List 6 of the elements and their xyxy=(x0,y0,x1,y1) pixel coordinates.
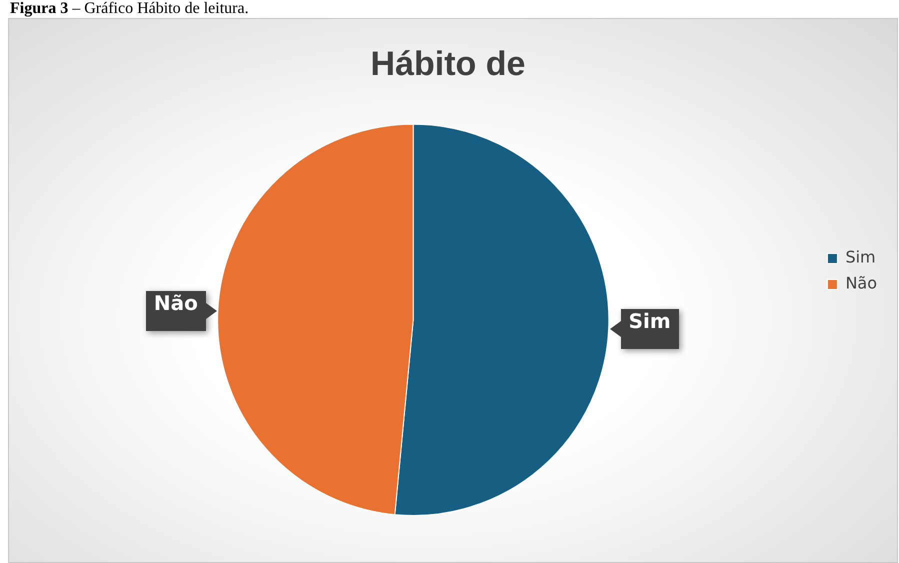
slice-label: Não xyxy=(146,290,206,331)
text: Figura 3 – Gráfico Hábito de leitura. xyxy=(10,0,249,18)
chart-title: Hábito de xyxy=(370,44,526,83)
legend-label: Sim xyxy=(845,248,876,267)
slice-label: Sim xyxy=(620,309,679,350)
legend-label: Não xyxy=(845,274,877,293)
